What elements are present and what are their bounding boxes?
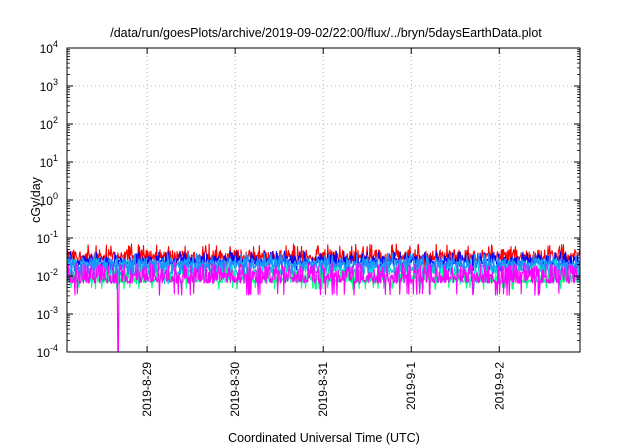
grid — [67, 48, 580, 352]
y-tick-exponent: 1 — [53, 153, 58, 163]
axes — [66, 47, 581, 353]
y-tick-base: 10 — [40, 80, 54, 94]
y-tick-label: 103 — [40, 77, 58, 94]
y-tick-base: 10 — [37, 232, 51, 246]
y-tick-base: 10 — [40, 118, 54, 132]
x-axis-label: Coordinated Universal Time (UTC) — [228, 431, 420, 445]
y-tick-base: 10 — [40, 42, 54, 56]
y-tick-label: 102 — [40, 115, 58, 132]
y-tick-base: 10 — [37, 346, 51, 360]
y-tick-base: 10 — [37, 270, 51, 284]
series-layer — [66, 243, 581, 353]
y-tick-base: 10 — [40, 194, 54, 208]
x-tick-label: 2019-9-2 — [492, 362, 506, 410]
y-tick-label: 100 — [40, 191, 58, 208]
y-tick-exponent: -4 — [50, 343, 58, 353]
series-line-4 — [66, 252, 581, 276]
y-tick-label: 10-4 — [37, 343, 58, 360]
y-tick-exponent: -1 — [50, 229, 58, 239]
y-tick-exponent: 3 — [53, 77, 58, 87]
x-tick-label: 2019-8-30 — [228, 362, 242, 417]
y-tick-exponent: 4 — [53, 39, 58, 49]
x-tick-label: 2019-8-31 — [316, 362, 330, 417]
x-tick-labels: 2019-8-29 2019-8-30 2019-8-31 2019-9-1 2019-… — [140, 362, 506, 417]
y-tick-base: 10 — [37, 308, 51, 322]
x-tick-label: 2019-8-29 — [140, 362, 154, 417]
y-tick-exponent: 2 — [53, 115, 58, 125]
y-axis-label: cGy/day — [29, 176, 43, 223]
y-tick-label: 101 — [40, 153, 58, 170]
y-tick-label: 104 — [40, 39, 58, 56]
y-tick-exponent: -2 — [50, 267, 58, 277]
plot-frame — [66, 47, 581, 353]
y-tick-label: 10-3 — [37, 305, 58, 322]
chart-title: /data/run/goesPlots/archive/2019-09-02/2… — [110, 26, 542, 40]
series-line-6 — [66, 262, 581, 353]
x-tick-label: 2019-9-1 — [404, 362, 418, 410]
y-tick-exponent: 0 — [53, 191, 58, 201]
y-tick-label: 10-2 — [37, 267, 58, 284]
y-tick-label: 10-1 — [37, 229, 58, 246]
y-tick-exponent: -3 — [50, 305, 58, 315]
y-tick-base: 10 — [40, 156, 54, 170]
